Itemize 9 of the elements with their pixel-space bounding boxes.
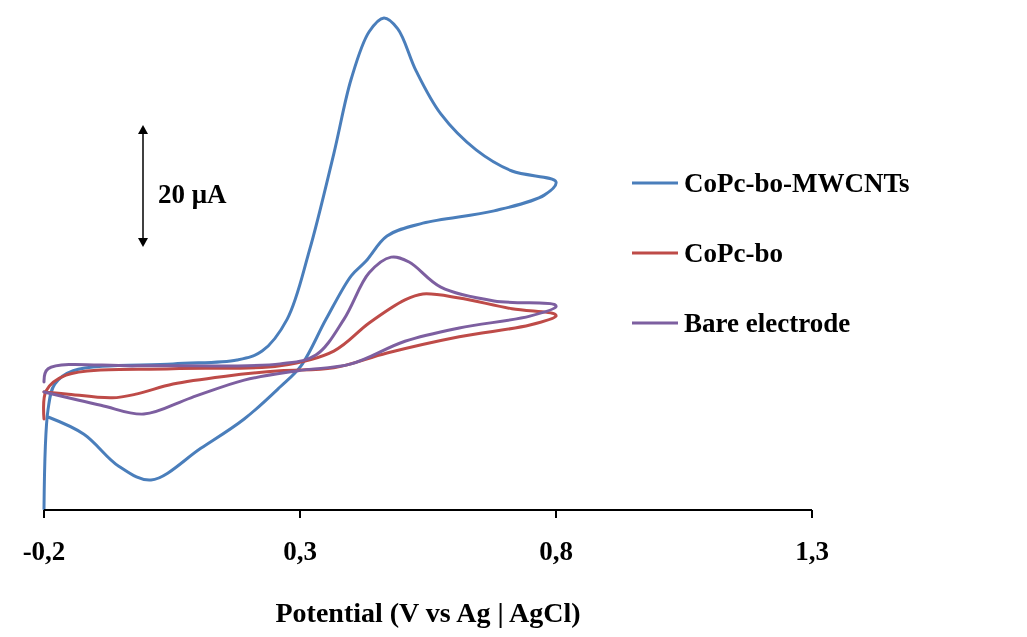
legend-label: CoPc-bo bbox=[684, 238, 783, 268]
annotation: 20 μA bbox=[158, 179, 228, 209]
x-tick-label: 0,8 bbox=[539, 536, 573, 566]
legend-label: Bare electrode bbox=[684, 308, 851, 338]
x-tick-label: -0,2 bbox=[22, 536, 66, 566]
x-axis-title: Potential (V vs Ag | AgCl) bbox=[275, 597, 581, 628]
legend-label: CoPc-bo-MWCNTs bbox=[684, 168, 910, 198]
x-tick-label: 1,3 bbox=[795, 536, 829, 566]
x-tick-label: 0,3 bbox=[283, 536, 317, 566]
